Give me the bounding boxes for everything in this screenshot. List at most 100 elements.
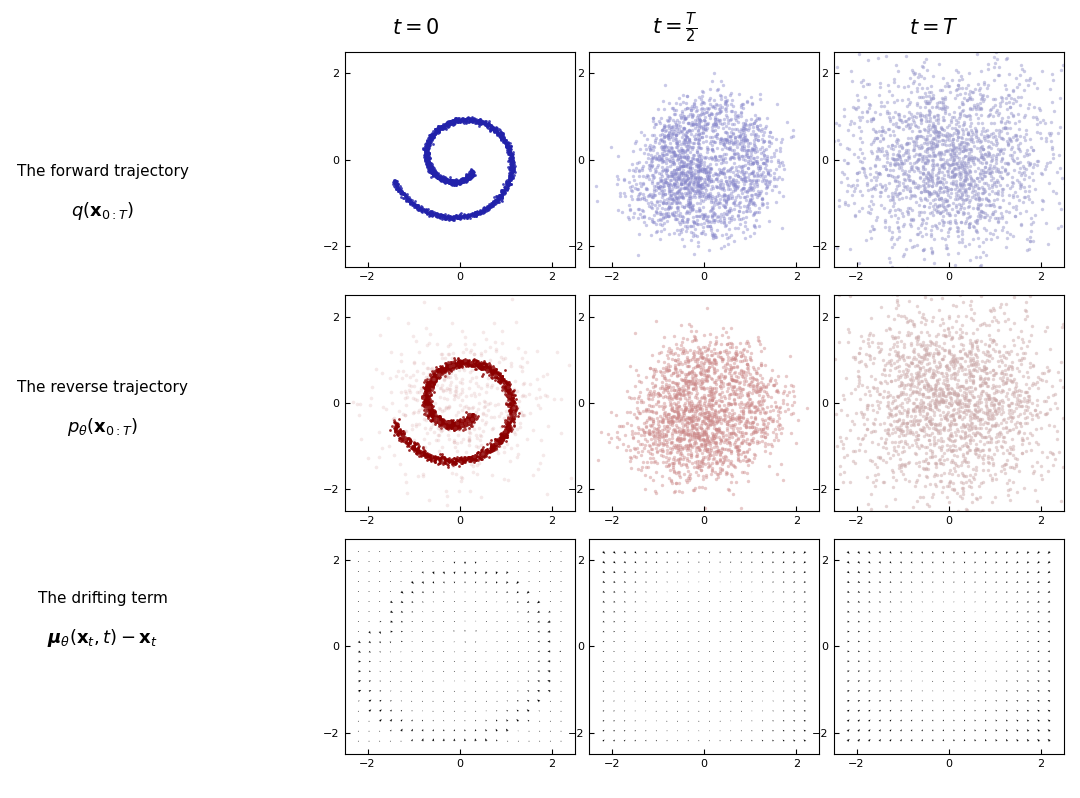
Point — [387, 421, 404, 433]
Point — [459, 411, 476, 424]
Point — [404, 197, 421, 210]
Point — [877, 213, 894, 226]
Point — [940, 144, 957, 157]
Point — [470, 116, 487, 128]
Point — [931, 475, 948, 488]
Point — [754, 423, 771, 436]
Point — [1020, 101, 1037, 114]
Point — [701, 109, 718, 121]
Point — [441, 356, 458, 369]
Point — [873, 124, 890, 137]
Point — [654, 413, 672, 425]
Point — [428, 363, 445, 376]
Point — [504, 397, 522, 409]
Point — [436, 209, 454, 222]
Point — [660, 119, 677, 132]
Point — [443, 212, 460, 225]
Point — [953, 186, 970, 199]
Point — [426, 406, 443, 419]
Point — [504, 151, 522, 164]
Point — [610, 419, 627, 432]
Point — [1008, 460, 1025, 472]
Point — [656, 140, 673, 153]
Point — [719, 354, 737, 366]
Point — [497, 426, 514, 439]
Point — [706, 124, 724, 136]
Point — [442, 177, 459, 190]
Point — [931, 200, 948, 212]
Point — [474, 360, 491, 373]
Point — [687, 325, 704, 338]
Point — [954, 160, 971, 172]
Point — [727, 105, 744, 118]
Point — [907, 400, 924, 413]
Point — [933, 120, 950, 133]
Point — [472, 452, 489, 465]
Point — [945, 388, 962, 401]
Point — [553, 427, 570, 440]
Point — [812, 188, 829, 200]
Point — [1041, 82, 1058, 95]
Point — [482, 410, 499, 423]
Point — [745, 140, 762, 152]
Point — [893, 376, 910, 389]
Point — [969, 410, 986, 423]
Point — [715, 455, 732, 468]
Point — [958, 94, 975, 107]
Point — [418, 399, 435, 412]
Point — [694, 433, 712, 445]
Point — [707, 454, 725, 467]
Point — [486, 365, 503, 377]
Point — [679, 200, 697, 212]
Point — [669, 412, 686, 425]
Point — [658, 156, 675, 169]
Point — [671, 369, 688, 381]
Point — [731, 410, 748, 423]
Point — [675, 382, 692, 395]
Point — [429, 207, 446, 220]
Point — [887, 373, 904, 386]
Point — [504, 407, 522, 420]
Point — [450, 418, 468, 431]
Point — [678, 359, 696, 372]
Point — [480, 363, 497, 376]
Point — [1004, 85, 1022, 97]
Point — [905, 384, 922, 397]
Point — [497, 374, 514, 387]
Point — [777, 379, 794, 392]
Point — [781, 117, 798, 130]
Point — [457, 174, 474, 187]
Point — [645, 425, 662, 437]
Point — [527, 392, 544, 405]
Point — [919, 358, 936, 370]
Point — [703, 456, 720, 469]
Point — [797, 480, 814, 493]
Point — [450, 421, 468, 433]
Point — [483, 201, 500, 214]
Point — [681, 193, 699, 206]
Point — [470, 115, 487, 128]
Point — [920, 142, 937, 155]
Point — [456, 209, 473, 222]
Point — [690, 165, 707, 178]
Point — [415, 445, 432, 458]
Point — [757, 182, 774, 195]
Point — [671, 125, 688, 138]
Point — [654, 450, 672, 463]
Point — [627, 410, 645, 423]
Point — [445, 417, 462, 429]
Point — [958, 440, 975, 453]
Point — [797, 383, 814, 396]
Point — [441, 176, 458, 189]
Point — [446, 458, 463, 471]
Point — [977, 192, 995, 205]
Point — [673, 440, 690, 453]
Point — [428, 364, 445, 377]
Point — [432, 368, 449, 381]
Point — [438, 174, 456, 187]
Point — [930, 345, 947, 358]
Point — [1012, 69, 1029, 81]
Point — [497, 376, 514, 389]
Point — [957, 186, 974, 199]
Point — [934, 434, 951, 447]
